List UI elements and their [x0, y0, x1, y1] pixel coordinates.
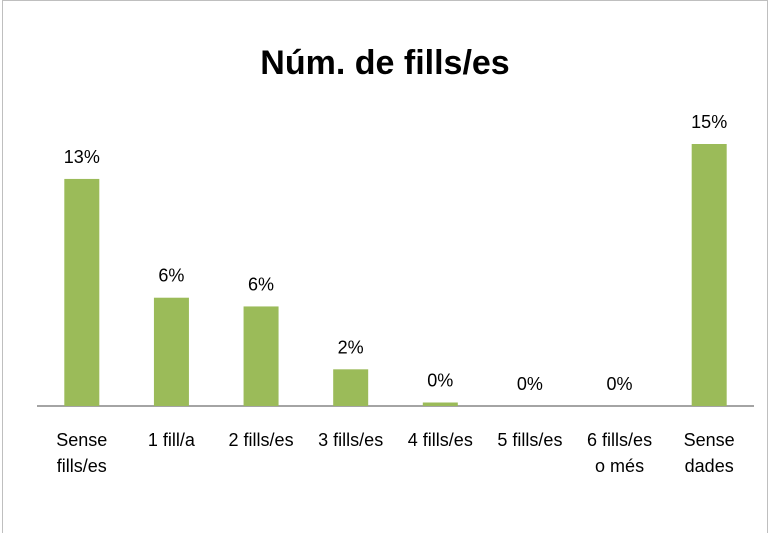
- chart-title: Núm. de fills/es: [260, 44, 509, 82]
- bar: [691, 144, 727, 406]
- bar: [64, 178, 100, 406]
- data-label: 0%: [607, 374, 633, 394]
- x-tick-label: 3 fills/es: [318, 430, 384, 450]
- x-tick-label: 4 fills/es: [407, 430, 473, 450]
- data-label: 6%: [248, 274, 274, 294]
- x-tick-label: Sense fills/es: [56, 430, 108, 476]
- bar: [333, 369, 369, 406]
- data-label: 2%: [338, 337, 364, 357]
- bar: [422, 402, 458, 406]
- bar: [153, 297, 189, 406]
- data-label: 15%: [691, 112, 727, 132]
- x-tick-label: Sense dades: [683, 430, 735, 476]
- data-label: 13%: [64, 147, 100, 167]
- data-label: 0%: [517, 374, 543, 394]
- data-label: 0%: [427, 371, 453, 391]
- x-tick-label: 2 fills/es: [228, 430, 294, 450]
- x-tick-label: 5 fills/es: [497, 430, 563, 450]
- data-label: 6%: [158, 266, 184, 286]
- x-tick-label: 1 fill/a: [147, 430, 195, 450]
- x-tick-label: 6 fills/es o més: [587, 430, 653, 476]
- bar: [243, 306, 279, 406]
